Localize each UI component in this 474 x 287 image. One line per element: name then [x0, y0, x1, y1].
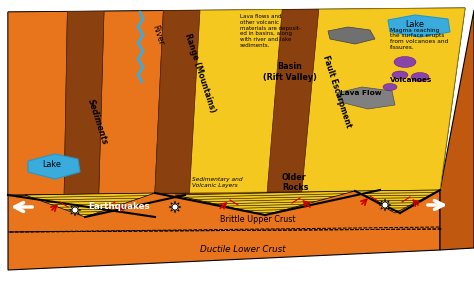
Text: Lake: Lake: [406, 20, 424, 29]
Polygon shape: [8, 11, 67, 195]
Polygon shape: [155, 10, 200, 193]
Polygon shape: [328, 27, 375, 44]
Text: Basin
(Rift Valley): Basin (Rift Valley): [263, 62, 317, 82]
Ellipse shape: [392, 71, 408, 79]
Polygon shape: [267, 9, 319, 192]
Polygon shape: [64, 11, 104, 194]
Ellipse shape: [383, 84, 397, 90]
Polygon shape: [379, 199, 391, 211]
Text: Lake: Lake: [43, 160, 62, 169]
Text: Older
Rocks: Older Rocks: [282, 172, 309, 192]
Polygon shape: [337, 87, 395, 109]
Polygon shape: [8, 8, 465, 195]
Polygon shape: [25, 193, 155, 217]
Text: Fault Escarpment: Fault Escarpment: [321, 55, 353, 129]
Text: Range (Mountains): Range (Mountains): [183, 33, 217, 114]
Text: Earthquakes: Earthquakes: [88, 202, 150, 211]
Polygon shape: [175, 191, 355, 215]
Polygon shape: [388, 15, 450, 37]
Polygon shape: [69, 204, 81, 216]
Polygon shape: [8, 190, 440, 270]
Polygon shape: [355, 190, 440, 213]
Text: Volcanoes: Volcanoes: [390, 77, 432, 83]
Ellipse shape: [411, 73, 429, 82]
Text: River: River: [150, 23, 165, 46]
Text: Ductile Lower Crust: Ductile Lower Crust: [200, 245, 285, 254]
Ellipse shape: [394, 57, 416, 67]
Text: Sedimentary and
Volcanic Layers: Sedimentary and Volcanic Layers: [192, 177, 243, 188]
Polygon shape: [190, 9, 282, 193]
Text: Lava flows and
other volcanic
materials are deposit-
ed in basins, along
with ri: Lava flows and other volcanic materials …: [240, 14, 301, 48]
Polygon shape: [302, 8, 465, 192]
Text: Magma reaching
the surface erupts
from volcanoes and
fissures.: Magma reaching the surface erupts from v…: [390, 28, 448, 50]
Polygon shape: [169, 201, 181, 213]
Polygon shape: [440, 10, 474, 250]
Text: Sediments: Sediments: [86, 98, 109, 146]
Polygon shape: [28, 154, 80, 179]
Text: Lava Flow: Lava Flow: [340, 90, 382, 96]
Text: Brittle Upper Crust: Brittle Upper Crust: [220, 215, 295, 224]
Polygon shape: [99, 11, 164, 194]
